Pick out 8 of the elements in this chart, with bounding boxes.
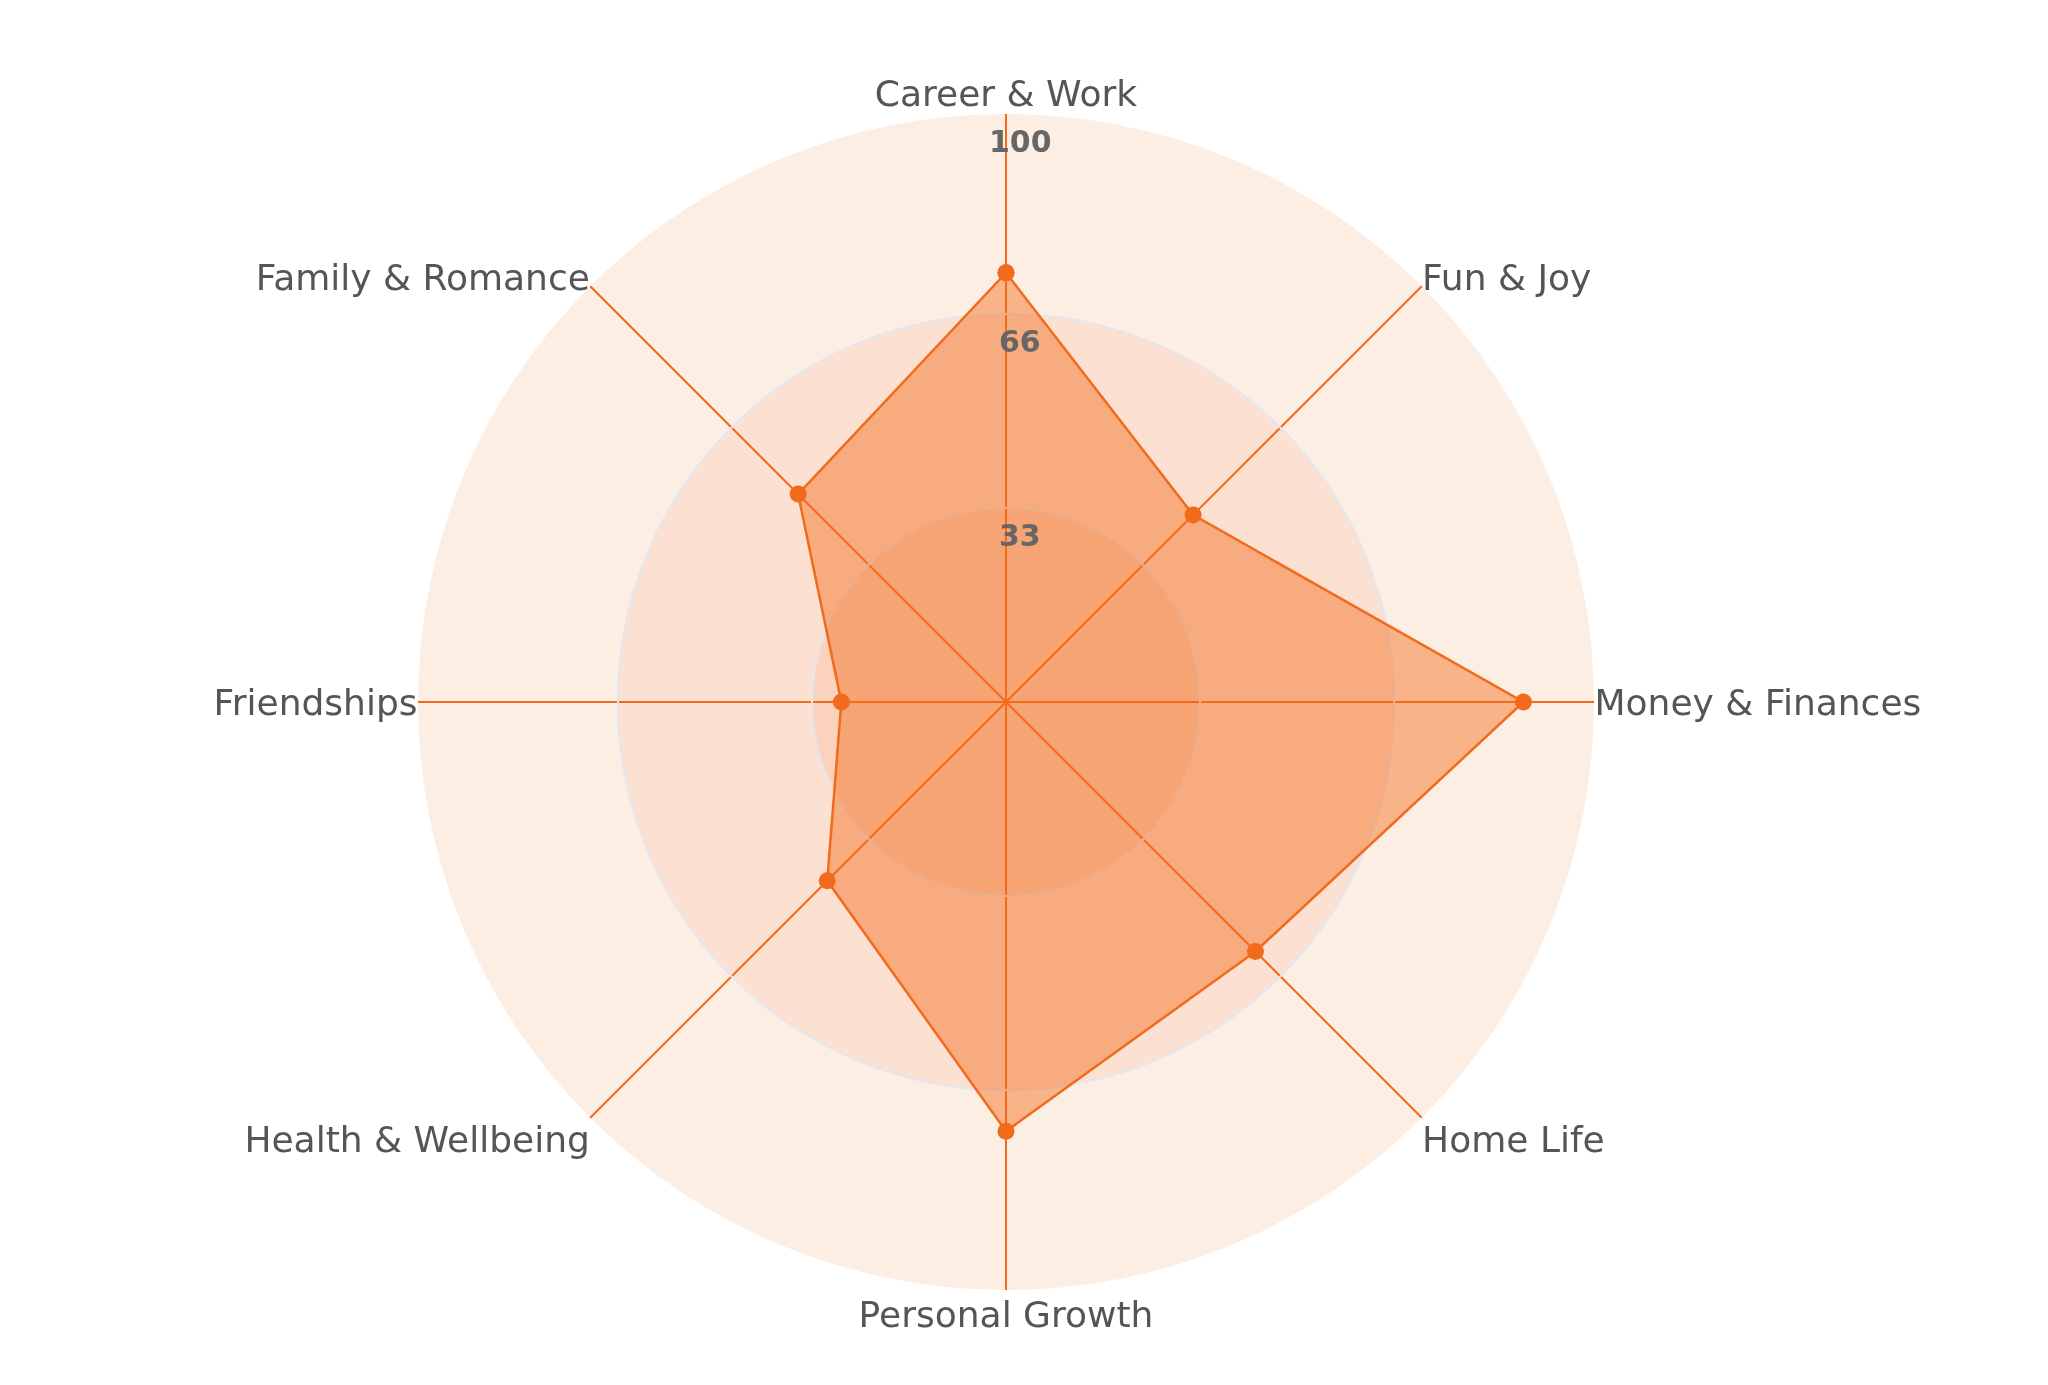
spoke-label: Health & Wellbeing bbox=[244, 1119, 590, 1161]
spoke-label: Home Life bbox=[1422, 1119, 1605, 1161]
spoke-label: Fun & Joy bbox=[1422, 256, 1592, 298]
spoke-label: Personal Growth bbox=[858, 1293, 1154, 1335]
spoke-label: Friendships bbox=[213, 681, 418, 723]
spoke-label: Career & Work bbox=[874, 73, 1138, 115]
spoke-label: Family & Romance bbox=[255, 256, 590, 298]
spoke-label: Money & Finances bbox=[1594, 681, 1922, 723]
